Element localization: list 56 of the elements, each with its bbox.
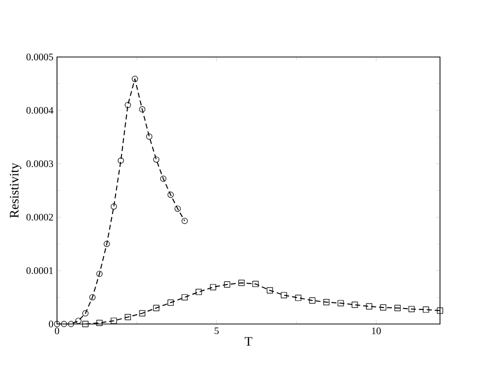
point xyxy=(394,304,401,312)
point xyxy=(132,76,138,82)
point xyxy=(60,320,68,328)
point xyxy=(266,287,273,294)
point xyxy=(68,320,74,328)
point xyxy=(54,320,60,328)
y-tick-label: 0.0005 xyxy=(26,54,54,60)
point xyxy=(280,292,288,298)
point xyxy=(238,280,245,286)
point xyxy=(295,294,302,301)
point xyxy=(124,314,131,320)
point xyxy=(422,306,430,313)
point xyxy=(174,206,181,212)
point xyxy=(153,156,160,163)
point xyxy=(104,240,110,247)
point xyxy=(168,300,174,306)
point xyxy=(338,300,344,306)
x-axis-title: T xyxy=(244,337,252,346)
point xyxy=(182,294,188,300)
point xyxy=(160,176,166,182)
point xyxy=(323,299,330,306)
point xyxy=(139,310,146,316)
point xyxy=(82,310,88,316)
point xyxy=(96,320,103,326)
y-tick-label: 0.0002 xyxy=(26,214,53,221)
point xyxy=(352,302,358,308)
point xyxy=(408,306,415,312)
point xyxy=(210,284,216,290)
y-tick-label: 0.0001 xyxy=(26,267,53,274)
point xyxy=(146,133,152,140)
point xyxy=(96,270,103,277)
point xyxy=(196,288,202,296)
point xyxy=(182,218,188,224)
point xyxy=(380,304,386,311)
point xyxy=(82,320,88,328)
point xyxy=(153,304,160,312)
y-tick-label: 0.0003 xyxy=(26,160,54,168)
point xyxy=(110,318,117,324)
point xyxy=(118,158,124,164)
point xyxy=(89,294,96,300)
point xyxy=(366,303,372,310)
x-tick-label: 5 xyxy=(214,328,219,334)
point xyxy=(124,102,131,108)
point xyxy=(436,308,444,314)
point xyxy=(168,192,174,198)
point xyxy=(309,297,316,304)
point xyxy=(110,203,117,210)
point xyxy=(139,106,146,112)
y-tick-label: 0 xyxy=(48,320,54,328)
y-axis-title: Resistivity xyxy=(10,162,22,218)
y-tick-label: 0.0004 xyxy=(26,107,54,114)
x-tick-label: 10 xyxy=(372,328,381,334)
point xyxy=(224,281,230,288)
point xyxy=(75,318,82,324)
x-tick-label: 0 xyxy=(54,328,60,334)
point xyxy=(252,280,259,288)
